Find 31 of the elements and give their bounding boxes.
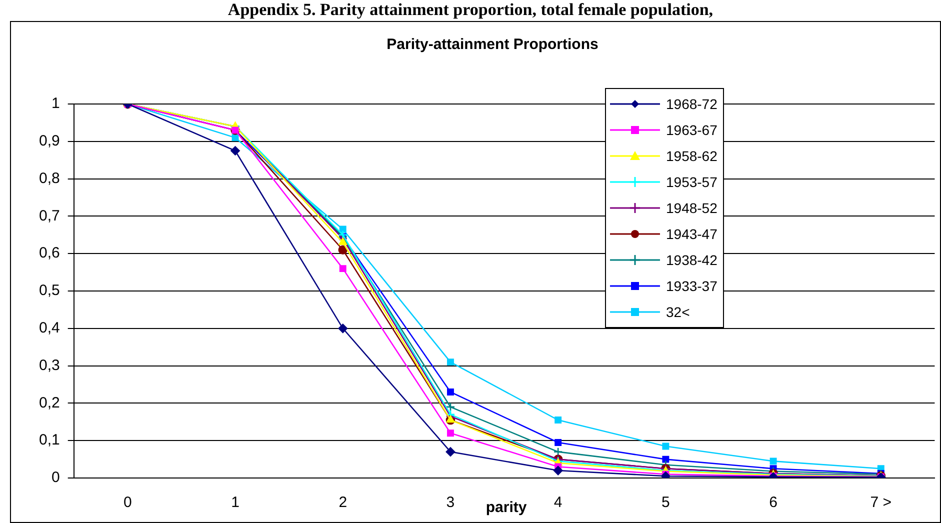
x-tick-label: 7 > [870,494,892,512]
legend-label: 1933-37 [666,278,718,294]
legend-label: 1958-62 [666,148,718,164]
y-tick-label: 0,7 [38,207,60,224]
x-axis-title: parity [486,499,528,516]
legend-label: 1948-52 [666,200,718,216]
y-tick-label: 0,4 [38,320,60,337]
x-tick-label: 4 [554,494,562,512]
y-tick-label: 0,6 [38,244,60,262]
legend-label: 1953-57 [666,174,718,190]
legend-label: 1963-67 [666,122,718,138]
legend-label: 1968-72 [666,96,718,112]
legend-label: 1938-42 [666,252,718,268]
legend-label: 1943-47 [666,226,718,242]
y-tick-label: 0,2 [38,394,60,412]
chart-title: Parity-attainment Proportions [386,36,598,54]
text: Appendix 5. Parity attainment proportion, total female population, [226,0,714,20]
y-tick-label: 0,8 [38,170,60,187]
y-tick-label: 0 [52,469,60,486]
y-tick-label: 0,9 [38,132,60,150]
x-tick-label: 5 [662,494,670,512]
x-tick-label: 2 [338,494,348,512]
legend-label: 32< [666,304,690,320]
x-tick-label: 0 [123,494,132,512]
x-tick-label: 3 [446,494,455,512]
y-tick-label: 1 [52,95,60,112]
x-tick-label: 1 [231,494,240,512]
y-tick-label: 0,1 [38,432,60,449]
y-tick-label: 0,5 [38,282,60,300]
x-tick-label: 6 [769,494,778,512]
y-tick-label: 0,3 [38,356,60,374]
